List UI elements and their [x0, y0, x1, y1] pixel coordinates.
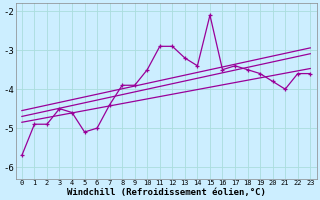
X-axis label: Windchill (Refroidissement éolien,°C): Windchill (Refroidissement éolien,°C) — [67, 188, 266, 197]
